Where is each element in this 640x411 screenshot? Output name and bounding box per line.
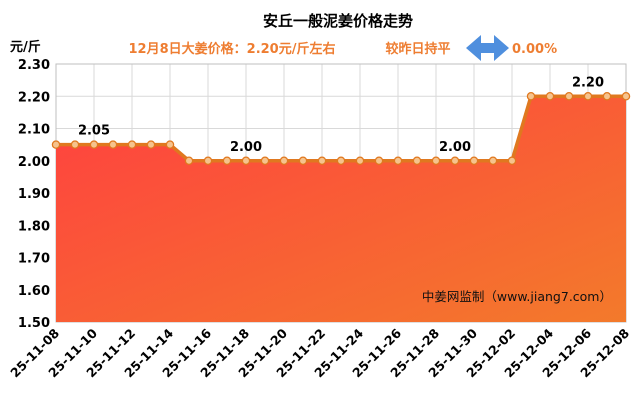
data-point [184, 156, 194, 165]
area-fill [56, 96, 626, 322]
data-point [317, 156, 327, 165]
data-point [222, 156, 232, 165]
data-label: 2.20 [572, 75, 604, 90]
data-point [260, 156, 270, 165]
data-point [70, 140, 80, 149]
data-point [165, 140, 175, 149]
y-axis-ticks: 1.50 1.60 1.70 1.80 1.90 2.00 2.10 2.20 2.30 [18, 58, 50, 331]
data-point [545, 92, 555, 101]
data-point [526, 92, 536, 101]
data-point [393, 156, 403, 165]
change-value: 0.00% [512, 42, 557, 57]
data-point [51, 140, 61, 149]
data-point [621, 92, 631, 101]
data-point [583, 92, 593, 101]
data-point [146, 140, 156, 149]
data-point [431, 156, 441, 165]
data-labels: 2.05 2.00 2.00 2.20 [78, 75, 604, 155]
data-point [203, 156, 213, 165]
data-point [355, 156, 365, 165]
y-axis-unit: 元/斤 [10, 39, 41, 55]
y-tick-label: 2.20 [18, 90, 50, 105]
data-point [507, 156, 517, 165]
data-point [469, 156, 479, 165]
data-point [89, 140, 99, 149]
data-point [564, 92, 574, 101]
price-subtitle: 12月8日大姜价格：2.20元/斤左右 [129, 41, 336, 57]
data-point [412, 156, 422, 165]
y-tick-label: 2.30 [18, 58, 50, 73]
watermark: 中姜网监制（www.jiang7.com） [422, 289, 612, 304]
double-arrow-icon [466, 35, 509, 61]
data-point [602, 92, 612, 101]
y-tick-label: 1.60 [18, 284, 50, 299]
data-point [241, 156, 251, 165]
data-label: 2.00 [439, 140, 471, 155]
data-point [374, 156, 384, 165]
change-label: 较昨日持平 [385, 41, 450, 57]
x-axis-ticks: 25-11-0825-11-1025-11-1225-11-1425-11-16… [7, 325, 632, 380]
y-tick-label: 1.90 [18, 187, 50, 202]
data-point [108, 140, 118, 149]
data-point [298, 156, 308, 165]
data-point [336, 156, 346, 165]
plot-area [51, 92, 631, 322]
y-tick-label: 1.80 [18, 219, 50, 234]
y-tick-label: 1.50 [18, 316, 50, 331]
y-tick-label: 1.70 [18, 252, 50, 267]
chart-title: 安丘一般泥姜价格走势 [263, 12, 413, 30]
data-point [279, 156, 289, 165]
y-tick-label: 2.00 [18, 155, 50, 170]
data-point [488, 156, 498, 165]
data-point [127, 140, 137, 149]
data-label: 2.00 [230, 140, 262, 155]
data-point [450, 156, 460, 165]
y-tick-label: 2.10 [18, 123, 50, 138]
data-label: 2.05 [78, 124, 110, 139]
